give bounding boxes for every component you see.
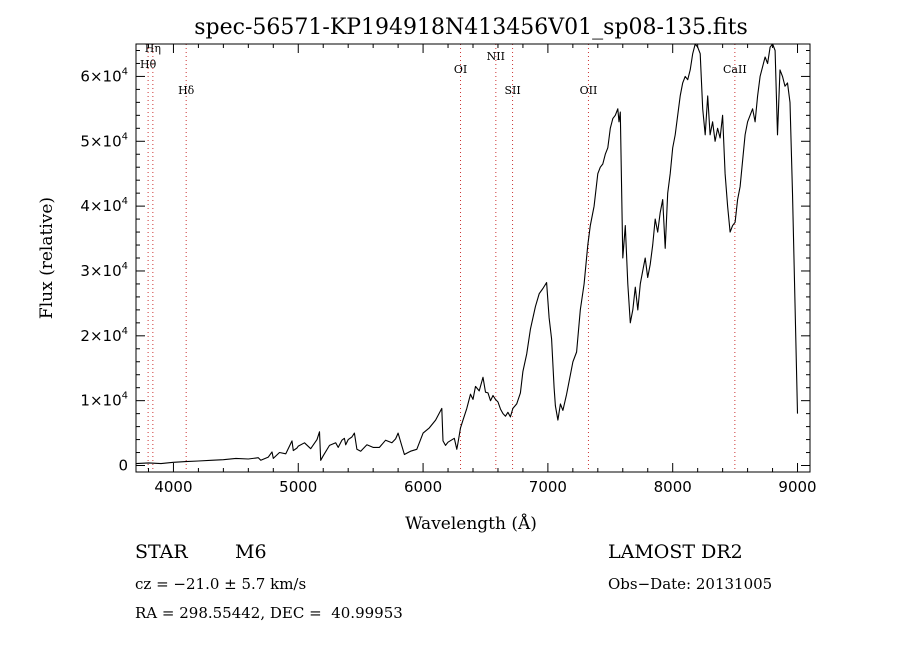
y-tick-label: 2×104 bbox=[80, 326, 128, 345]
x-tick-label: 8000 bbox=[654, 478, 692, 496]
y-tick-label: 3×104 bbox=[80, 261, 128, 280]
y-axis-label: Flux (relative) bbox=[37, 197, 57, 319]
x-tick-label: 4000 bbox=[154, 478, 192, 496]
y-tick-label: 1×104 bbox=[80, 391, 128, 410]
spectral-subclass: M6 bbox=[235, 541, 267, 563]
line-marker-label: OII bbox=[580, 84, 598, 97]
y-tick-label: 6×104 bbox=[80, 66, 128, 85]
line-marker-label: SII bbox=[504, 84, 520, 97]
y-tick-exponent: 4 bbox=[122, 131, 128, 142]
spectrum-line bbox=[135, 43, 799, 465]
y-tick-exponent: 4 bbox=[122, 196, 128, 207]
y-tick-label: 4×104 bbox=[80, 196, 128, 215]
redshift-cz: cz = −21.0 ± 5.7 km/s bbox=[135, 575, 307, 593]
survey-name: LAMOST DR2 bbox=[608, 541, 743, 563]
y-tick-mantissa: 6×10 bbox=[80, 67, 121, 85]
x-axis-label: Wavelength (Å) bbox=[405, 513, 537, 534]
y-tick-label: 0 bbox=[118, 457, 128, 475]
y-tick-exponent: 4 bbox=[122, 391, 128, 402]
y-tick-exponent: 4 bbox=[122, 326, 128, 337]
y-tick-mantissa: 2×10 bbox=[80, 327, 121, 345]
y-tick-exponent: 4 bbox=[122, 261, 128, 272]
chart-title: spec-56571-KP194918N413456V01_sp08-135.f… bbox=[194, 15, 748, 40]
observation-date: Obs−Date: 20131005 bbox=[608, 575, 773, 593]
line-marker-label: CaII bbox=[723, 63, 747, 76]
x-tick-label: 9000 bbox=[778, 478, 816, 496]
y-tick-mantissa: 0 bbox=[118, 457, 128, 475]
y-tick-mantissa: 5×10 bbox=[80, 132, 121, 150]
x-tick-label: 5000 bbox=[279, 478, 317, 496]
y-tick-mantissa: 3×10 bbox=[80, 262, 121, 280]
x-tick-label: 7000 bbox=[529, 478, 567, 496]
line-marker-label: OI bbox=[454, 63, 467, 76]
line-marker-label: NII bbox=[487, 50, 505, 63]
y-tick-mantissa: 1×10 bbox=[80, 392, 121, 410]
x-tick-label: 6000 bbox=[404, 478, 442, 496]
object-class: STAR bbox=[135, 541, 188, 563]
y-tick-exponent: 4 bbox=[122, 66, 128, 77]
line-marker-label: Hθ bbox=[140, 58, 157, 71]
y-tick-mantissa: 4×10 bbox=[80, 197, 121, 215]
line-marker-label: Hδ bbox=[178, 84, 195, 97]
y-tick-label: 5×104 bbox=[80, 131, 128, 150]
coordinates: RA = 298.55442, DEC = 40.99953 bbox=[135, 604, 403, 622]
